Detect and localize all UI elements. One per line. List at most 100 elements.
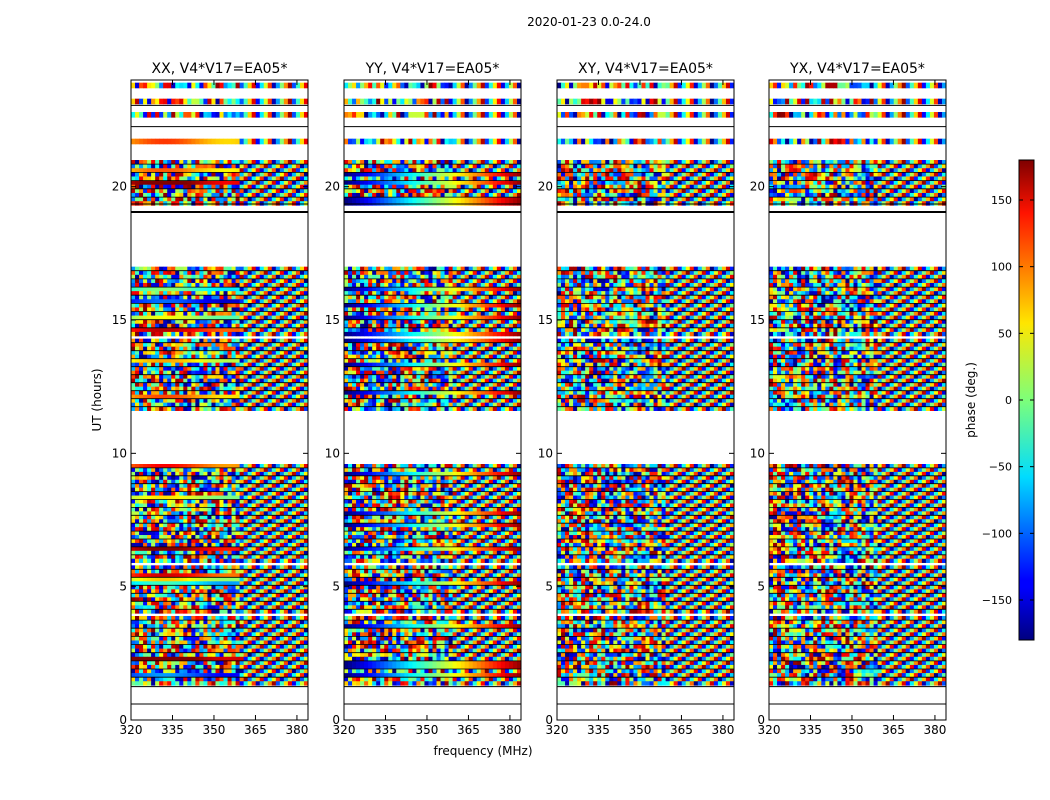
- heatmap-cell: [300, 681, 304, 685]
- heatmap-cell: [284, 139, 288, 145]
- heatmap-cell: [203, 539, 207, 543]
- heatmap-cell: [292, 164, 296, 168]
- y-tick-label: 0: [119, 713, 127, 727]
- heatmap-cell: [272, 555, 276, 559]
- heatmap-cell: [220, 585, 224, 589]
- heatmap-cell: [224, 172, 228, 176]
- heatmap-cell: [143, 492, 147, 496]
- heatmap-cell: [232, 559, 236, 563]
- x-tick-label: 335: [161, 723, 184, 737]
- heatmap-cell: [501, 636, 505, 640]
- heatmap-cell: [183, 681, 187, 685]
- heatmap-cell: [236, 681, 240, 685]
- heatmap-cell: [151, 492, 155, 496]
- heatmap-cell: [284, 636, 288, 640]
- heatmap-cell: [199, 201, 203, 205]
- heatmap-cell: [252, 585, 256, 589]
- heatmap-cell: [220, 189, 224, 193]
- heatmap-cell: [143, 367, 147, 371]
- heatmap-cell: [260, 653, 264, 657]
- heatmap-cell: [388, 645, 392, 649]
- heatmap-cell: [288, 547, 292, 551]
- heatmap-cell: [195, 609, 199, 613]
- heatmap-cell: [211, 383, 215, 387]
- heatmap-cell: [228, 628, 232, 632]
- heatmap-cell: [248, 492, 252, 496]
- heatmap-cell: [268, 681, 272, 685]
- heatmap-cell: [224, 139, 228, 145]
- heatmap-cell: [131, 303, 135, 307]
- heatmap-cell: [469, 636, 473, 640]
- heatmap-cell: [264, 628, 268, 632]
- heatmap-cell: [171, 168, 175, 172]
- heatmap-cell: [248, 328, 252, 332]
- heatmap-cell: [203, 555, 207, 559]
- heatmap-cell: [272, 351, 276, 355]
- heatmap-cell: [147, 112, 151, 118]
- heatmap-cell: [260, 181, 264, 185]
- heatmap-cell: [171, 484, 175, 488]
- heatmap-cell: [183, 112, 187, 118]
- heatmap-cell: [276, 181, 280, 185]
- heatmap-cell: [276, 201, 280, 205]
- heatmap-cell: [224, 500, 228, 504]
- heatmap-cell: [292, 172, 296, 176]
- heatmap-cell: [276, 172, 280, 176]
- heatmap-cell: [215, 99, 219, 105]
- heatmap-cell: [268, 181, 272, 185]
- heatmap-cell: [232, 681, 236, 685]
- heatmap-cell: [240, 359, 244, 363]
- heatmap-cell: [228, 677, 232, 681]
- heatmap-cell: [280, 636, 284, 640]
- heatmap-cell: [272, 99, 276, 105]
- heatmap-cell: [441, 628, 445, 632]
- heatmap-cell: [187, 515, 191, 519]
- heatmap-cell: [268, 628, 272, 632]
- heatmap-cell: [203, 476, 207, 480]
- heatmap-cell: [179, 620, 183, 624]
- heatmap-cell: [236, 669, 240, 673]
- heatmap-cell: [195, 577, 199, 581]
- heatmap-cell: [183, 577, 187, 581]
- heatmap-cell: [276, 476, 280, 480]
- heatmap-cell: [155, 593, 159, 597]
- heatmap-cell: [139, 343, 143, 347]
- heatmap-cell: [183, 661, 187, 665]
- heatmap-cell: [147, 303, 151, 307]
- heatmap-cell: [300, 593, 304, 597]
- heatmap-cell: [211, 500, 215, 504]
- heatmap-cell: [224, 164, 228, 168]
- heatmap-cell: [155, 577, 159, 581]
- heatmap-cell: [296, 320, 300, 324]
- heatmap-cell: [143, 476, 147, 480]
- heatmap-cell: [232, 287, 236, 291]
- heatmap-cell: [380, 628, 384, 632]
- heatmap-cell: [199, 391, 203, 395]
- heatmap-cell: [224, 287, 228, 291]
- heatmap-cell: [240, 391, 244, 395]
- heatmap-cell: [300, 559, 304, 563]
- heatmap-cell: [139, 287, 143, 291]
- heatmap-cell: [187, 559, 191, 563]
- heatmap-cell: [187, 609, 191, 613]
- heatmap-cell: [276, 375, 280, 379]
- heatmap-cell: [183, 569, 187, 573]
- heatmap-cell: [179, 645, 183, 649]
- heatmap-cell: [207, 669, 211, 673]
- heatmap-cell: [288, 303, 292, 307]
- heatmap-cell: [272, 569, 276, 573]
- heatmap-cell: [179, 515, 183, 519]
- heatmap-cell: [183, 312, 187, 316]
- heatmap-cell: [224, 515, 228, 519]
- heatmap-cell: [264, 500, 268, 504]
- heatmap-cell: [199, 507, 203, 511]
- heatmap-cell: [155, 287, 159, 291]
- heatmap-cell: [159, 577, 163, 581]
- heatmap-cell: [147, 620, 151, 624]
- heatmap-cell: [248, 593, 252, 597]
- heatmap-cell: [256, 531, 260, 535]
- heatmap-cell: [280, 681, 284, 685]
- heatmap-cell: [344, 645, 348, 649]
- heatmap-cell: [167, 328, 171, 332]
- heatmap-cell: [292, 343, 296, 347]
